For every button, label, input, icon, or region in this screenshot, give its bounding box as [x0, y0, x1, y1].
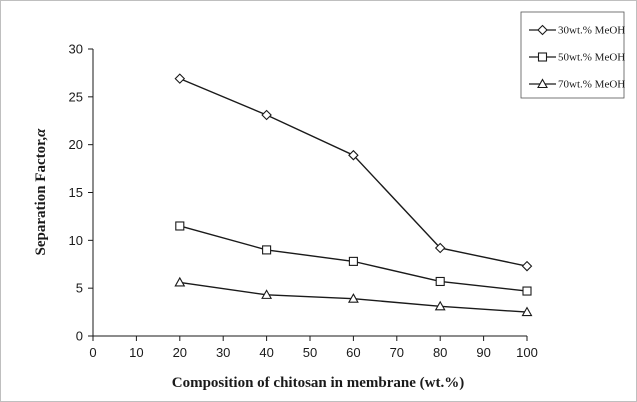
diamond-marker	[434, 242, 446, 254]
legend-item: 70wt.% MeOH	[529, 78, 625, 91]
series-layer	[174, 73, 533, 317]
diamond-marker	[348, 149, 359, 161]
x-tick-label: 10	[129, 345, 143, 360]
y-tick-label: 15	[69, 185, 83, 200]
series-square	[175, 221, 532, 296]
diamond-marker	[261, 109, 272, 121]
square-marker	[435, 276, 445, 287]
series-triangle	[174, 276, 533, 317]
y-tick-label: 0	[76, 329, 83, 344]
x-tick-label: 40	[259, 345, 273, 360]
triangle-marker	[521, 306, 533, 317]
x-tick-label: 80	[433, 345, 447, 360]
triangle-marker	[174, 276, 186, 287]
y-tick-label: 20	[69, 137, 83, 152]
legend-label: 50wt.% MeOH	[558, 52, 625, 64]
square-marker	[175, 221, 185, 231]
y-axis-ticks: 0 5 10 15 20 25 30	[69, 42, 93, 344]
diamond-marker	[521, 260, 533, 272]
legend-label: 30wt.% MeOH	[558, 25, 625, 37]
triangle-marker	[261, 289, 273, 299]
x-tick-label: 30	[216, 345, 230, 360]
x-axis-ticks: 0 10 20 30 40 50 60 70 80 90 100	[89, 336, 538, 360]
triangle-marker	[537, 78, 548, 89]
x-tick-label: 70	[390, 345, 404, 360]
y-tick-label: 10	[69, 233, 83, 248]
diamond-marker	[174, 73, 186, 84]
x-tick-label: 60	[346, 345, 360, 360]
series-diamond	[174, 73, 533, 272]
x-tick-label: 100	[516, 345, 538, 360]
square-marker	[348, 256, 358, 266]
legend-label: 70wt.% MeOH	[558, 79, 625, 91]
x-tick-label: 0	[89, 345, 96, 360]
square-marker	[262, 245, 272, 255]
y-axis-label: Separation Factor,α	[33, 128, 49, 256]
x-tick-label: 50	[303, 345, 317, 360]
square-marker	[537, 52, 548, 62]
x-tick-label: 20	[173, 345, 187, 360]
square-marker	[522, 286, 532, 296]
x-tick-label: 90	[476, 345, 490, 360]
triangle-marker	[434, 300, 446, 311]
y-axis-label-text: Separation Factor,	[33, 137, 49, 256]
y-axis-label-symbol: α	[33, 128, 49, 137]
y-tick-label: 25	[69, 89, 83, 104]
legend: 30wt.% MeOH 50wt.% MeOH 70wt.% MeOH	[520, 11, 625, 99]
x-axis-label: Composition of chitosan in membrane (wt.…	[172, 375, 465, 391]
legend-item: 30wt.% MeOH	[529, 25, 625, 37]
diamond-marker	[537, 24, 548, 36]
series-line	[179, 78, 528, 267]
axes	[92, 49, 527, 337]
triangle-marker	[347, 293, 359, 303]
y-tick-label: 30	[69, 42, 83, 57]
legend-item: 50wt.% MeOH	[529, 52, 625, 64]
y-tick-label: 5	[76, 281, 83, 296]
